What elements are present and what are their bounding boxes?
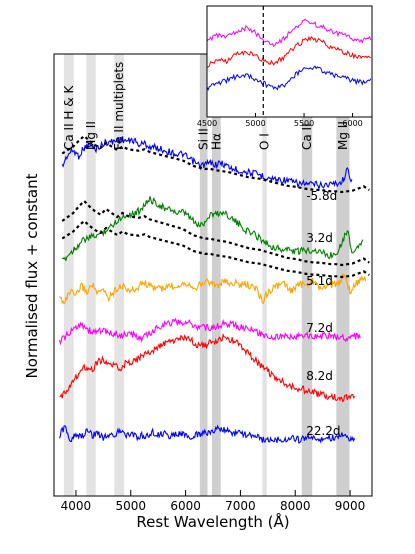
x-tick-label: 7000 [225, 499, 256, 513]
spectrum-line [61, 196, 364, 261]
band-label: Mg II [84, 121, 98, 150]
band-label: Si II [197, 128, 211, 150]
x-tick-label: 6000 [170, 499, 201, 513]
inset-x-tick-label: 5000 [245, 119, 265, 128]
x-tick-label: 4000 [61, 499, 92, 513]
x-tick-label: 9000 [335, 499, 366, 513]
y-axis-label: Normalised flux + constant [23, 173, 41, 378]
spectrum-line [61, 136, 353, 191]
band-label: Ca II H & K [62, 85, 76, 150]
epoch-label: 3.2d [306, 231, 333, 245]
x-axis-ticks: 4000 5000 6000 7000 8000 9000 [61, 490, 366, 513]
line-band [86, 54, 96, 496]
band-label: Fe II multiplets [112, 62, 126, 150]
inset-background [207, 6, 372, 117]
inset-x-tick-label: 6000 [342, 119, 362, 128]
inset-spectrum-line [206, 35, 371, 68]
inset-series-layer [206, 18, 372, 91]
template-dotted-line [61, 134, 370, 194]
inset-x-tick-label: 4500 [197, 119, 217, 128]
template-dotted-line [61, 199, 370, 267]
line-band [211, 54, 221, 496]
spectrum-line [59, 332, 356, 403]
inset-spectrum-line [206, 18, 372, 48]
inset-spectrum-line [206, 65, 372, 91]
epoch-label: -5.8d [306, 189, 337, 203]
band-label: Ca II [300, 123, 314, 150]
inset-frame [206, 5, 373, 118]
inset-x-ticks: 4500 5000 5500 6000 [197, 113, 363, 128]
inset-panel: 4500 5000 5500 6000 [197, 5, 373, 128]
line-band [63, 54, 74, 496]
x-axis-label: Rest Wavelength (Å) [136, 512, 289, 531]
epoch-label: 22.2d [306, 424, 340, 438]
spectrum-line [58, 424, 356, 444]
epoch-label: 7.2d [306, 321, 333, 335]
line-band [114, 54, 125, 496]
band-label: Hα [209, 133, 223, 150]
spectrum-line [59, 273, 367, 305]
line-band [199, 54, 208, 496]
epoch-label: 5.1d [306, 274, 333, 288]
template-dotted-layer [61, 134, 370, 279]
line-band [262, 54, 267, 496]
spectrum-line [58, 317, 361, 346]
inset-x-tick-label: 5500 [294, 119, 314, 128]
x-tick-label: 8000 [280, 499, 311, 513]
epoch-label: 8.2d [306, 369, 333, 383]
spectra-series-layer [58, 136, 367, 444]
band-label: O I [258, 133, 272, 150]
template-dotted-line [61, 219, 370, 279]
epoch-labels: -5.8d 3.2d 5.1d 7.2d 8.2d 22.2d [306, 189, 340, 438]
x-tick-label: 5000 [115, 499, 146, 513]
